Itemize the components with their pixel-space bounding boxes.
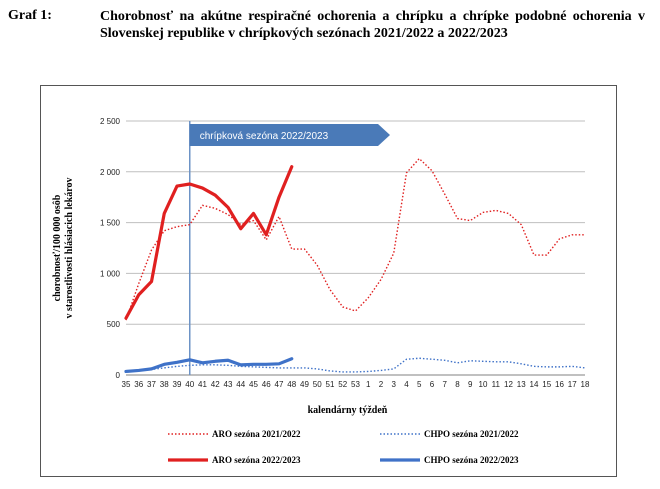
x-tick-label: 45 bbox=[249, 380, 258, 389]
x-tick-label: 36 bbox=[134, 380, 143, 389]
x-tick-label: 5 bbox=[417, 380, 422, 389]
series-line-3 bbox=[124, 357, 294, 374]
x-axis-title: kalendárny týždeň bbox=[308, 405, 388, 416]
x-tick-label: 39 bbox=[173, 380, 182, 389]
x-tick-label: 10 bbox=[479, 380, 488, 389]
y-tick-labels: 0 500 1 000 1 500 2 000 2 500 bbox=[100, 117, 121, 380]
x-tick-label: 3 bbox=[392, 380, 397, 389]
y-tick-label: 1 000 bbox=[100, 269, 121, 278]
x-tick-label: 48 bbox=[287, 380, 296, 389]
x-tick-label: 43 bbox=[224, 380, 233, 389]
x-tick-label: 50 bbox=[313, 380, 322, 389]
legend-label: CHPO sezóna 2022/2023 bbox=[424, 455, 519, 465]
x-tick-label: 17 bbox=[568, 380, 577, 389]
x-tick-label: 35 bbox=[122, 380, 131, 389]
x-tick-label: 6 bbox=[430, 380, 435, 389]
x-tick-label: 53 bbox=[351, 380, 360, 389]
x-tick-label: 37 bbox=[147, 380, 156, 389]
x-tick-label: 40 bbox=[185, 380, 194, 389]
y-tick-label: 2 000 bbox=[100, 168, 121, 177]
x-tick-label: 44 bbox=[236, 380, 245, 389]
series-line-2 bbox=[124, 165, 294, 320]
x-tick-label: 16 bbox=[555, 380, 564, 389]
x-tick-label: 41 bbox=[198, 380, 207, 389]
season-banner-arrow bbox=[189, 124, 390, 146]
x-tick-label: 47 bbox=[275, 380, 284, 389]
y-tick-label: 500 bbox=[107, 320, 121, 329]
x-tick-label: 38 bbox=[160, 380, 169, 389]
figure-label: Graf 1: bbox=[8, 8, 52, 23]
x-tick-label: 42 bbox=[211, 380, 220, 389]
chart-frame bbox=[40, 85, 617, 477]
legend-label: CHPO sezóna 2021/2022 bbox=[424, 429, 519, 439]
x-tick-label: 1 bbox=[366, 380, 371, 389]
x-tick-label: 52 bbox=[338, 380, 347, 389]
x-tick-label: 4 bbox=[404, 380, 409, 389]
grid-lines bbox=[126, 120, 585, 376]
x-tick-label: 18 bbox=[581, 380, 590, 389]
series-line-0 bbox=[125, 157, 585, 321]
x-tick-label: 51 bbox=[326, 380, 335, 389]
series-lines bbox=[124, 157, 586, 374]
x-tick-label: 2 bbox=[379, 380, 384, 389]
legend-label: ARO sezóna 2022/2023 bbox=[212, 455, 301, 465]
x-tick-label: 15 bbox=[542, 380, 551, 389]
x-tick-label: 8 bbox=[455, 380, 460, 389]
x-tick-label: 49 bbox=[300, 380, 309, 389]
legend-label: ARO sezóna 2021/2022 bbox=[212, 429, 301, 439]
x-tick-label: 46 bbox=[262, 380, 271, 389]
y-tick-label: 1 500 bbox=[100, 219, 121, 228]
season-annotation: chrípková sezóna 2022/2023 bbox=[189, 121, 390, 375]
y-axis-title-line-2: v starostlivosti hlásiacich lekárov bbox=[64, 177, 75, 318]
x-tick-label: 9 bbox=[468, 380, 473, 389]
x-tick-label: 7 bbox=[443, 380, 448, 389]
x-tick-label: 11 bbox=[492, 380, 501, 389]
y-tick-label: 0 bbox=[116, 371, 121, 380]
figure-title: Chorobnosť na akútne respiračné ochoreni… bbox=[100, 9, 645, 41]
x-tick-label: 12 bbox=[504, 380, 513, 389]
y-tick-label: 2 500 bbox=[100, 117, 121, 126]
legend: ARO sezóna 2021/2022 CHPO sezóna 2021/202… bbox=[168, 429, 519, 465]
season-banner-label: chrípková sezóna 2022/2023 bbox=[200, 131, 329, 142]
x-tick-labels: 35 36 37 38 39 40 41 42 43 44 45 46 47 48 49 50 51 52 53 1 2… bbox=[122, 380, 590, 389]
y-axis-title-line-1: chorobnosť/100 000 osôb bbox=[52, 194, 63, 301]
x-tick-label: 14 bbox=[530, 380, 539, 389]
x-tick-label: 13 bbox=[517, 380, 526, 389]
